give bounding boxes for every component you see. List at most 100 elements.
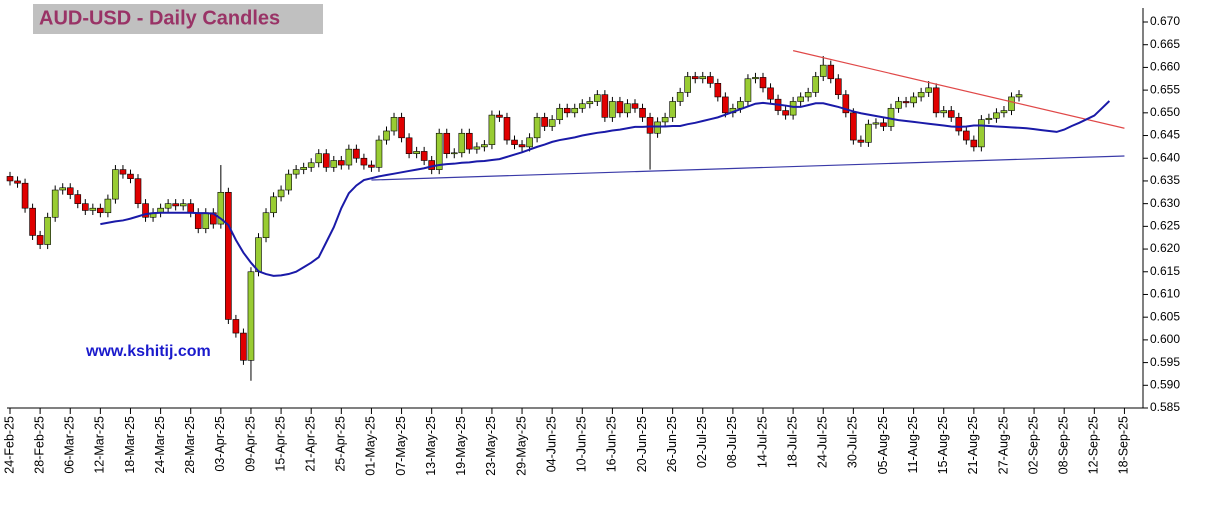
x-tick-label: 21-Apr-25 bbox=[303, 416, 317, 472]
candle-body bbox=[842, 94, 850, 114]
x-tick-label: 07-May-25 bbox=[394, 416, 408, 476]
x-tick-label: 30-Jul-25 bbox=[846, 416, 860, 468]
candle-body bbox=[993, 112, 1000, 119]
x-tick-label: 13-May-25 bbox=[424, 416, 438, 476]
candle-body bbox=[300, 167, 307, 170]
candle-body bbox=[744, 78, 752, 102]
candle-body bbox=[14, 180, 21, 184]
candle-body bbox=[654, 121, 661, 134]
candle-body bbox=[789, 101, 797, 116]
x-tick-label: 29-May-25 bbox=[514, 416, 528, 476]
y-tick-label: 0.660 bbox=[1150, 60, 1180, 74]
candle-body bbox=[985, 117, 993, 120]
candle-body bbox=[782, 110, 789, 116]
candle-body bbox=[97, 207, 104, 214]
x-tick-label: 02-Jul-25 bbox=[695, 416, 709, 468]
candle-body bbox=[104, 198, 112, 214]
x-tick-label: 08-Jul-25 bbox=[725, 416, 739, 468]
x-tick-label: 16-Jun-25 bbox=[605, 416, 619, 472]
candle-body bbox=[36, 235, 44, 245]
x-tick-label: 18-Jul-25 bbox=[785, 416, 799, 468]
candle-body bbox=[631, 103, 639, 109]
candle-body bbox=[247, 271, 255, 361]
x-tick-label: 12-Sep-25 bbox=[1087, 416, 1101, 474]
candle-body bbox=[1008, 96, 1015, 111]
candle-body bbox=[405, 137, 413, 154]
y-tick-label: 0.600 bbox=[1150, 332, 1180, 346]
x-tick-label: 23-May-25 bbox=[484, 416, 498, 476]
candle-body bbox=[676, 92, 684, 102]
x-tick-label: 24-Jul-25 bbox=[816, 416, 830, 468]
candle-body bbox=[827, 64, 835, 80]
candle-body bbox=[262, 212, 270, 239]
y-tick-label: 0.645 bbox=[1150, 128, 1180, 142]
y-tick-label: 0.670 bbox=[1150, 14, 1180, 28]
candle-body bbox=[910, 96, 917, 104]
title-box bbox=[33, 4, 323, 34]
candle-body bbox=[586, 101, 594, 105]
candle-body bbox=[74, 194, 82, 204]
candle-body bbox=[119, 169, 127, 175]
candle-body bbox=[526, 137, 533, 148]
candle-body bbox=[307, 162, 315, 168]
candle-body bbox=[172, 203, 179, 207]
x-tick-label: 04-Jun-25 bbox=[544, 416, 558, 472]
trendline bbox=[792, 50, 1125, 129]
candle-body bbox=[541, 117, 548, 127]
candle-body bbox=[134, 178, 142, 204]
candle-body bbox=[270, 196, 277, 214]
x-tick-label: 28-Feb-25 bbox=[32, 416, 46, 474]
candle-body bbox=[338, 160, 345, 166]
candle-body bbox=[44, 216, 51, 245]
trendline bbox=[371, 155, 1125, 181]
candle-body bbox=[496, 114, 503, 118]
x-tick-label: 02-Sep-25 bbox=[1026, 416, 1040, 474]
candle-body bbox=[29, 207, 36, 236]
candle-body bbox=[880, 122, 887, 127]
candle-body bbox=[466, 132, 473, 150]
x-tick-label: 11-Aug-25 bbox=[906, 416, 920, 473]
x-tick-label: 15-Aug-25 bbox=[936, 416, 950, 474]
candle-body bbox=[488, 114, 496, 145]
x-tick-label: 24-Feb-25 bbox=[2, 416, 16, 474]
candle-body bbox=[963, 130, 970, 141]
x-tick-label: 19-May-25 bbox=[454, 416, 468, 476]
candle-body bbox=[691, 76, 699, 80]
candle-body bbox=[413, 151, 420, 154]
candle-body bbox=[315, 153, 323, 164]
x-tick-label: 12-Mar-25 bbox=[93, 416, 107, 474]
candle-body bbox=[646, 117, 654, 134]
y-tick-label: 0.635 bbox=[1150, 173, 1180, 187]
y-tick-label: 0.625 bbox=[1150, 219, 1180, 233]
candle-body bbox=[142, 203, 149, 218]
candle-body bbox=[89, 207, 97, 211]
x-tick-label: 14-Jul-25 bbox=[755, 416, 769, 468]
candle-body bbox=[684, 76, 692, 93]
candle-body bbox=[277, 189, 285, 198]
candle-body bbox=[458, 132, 466, 154]
candle-body bbox=[872, 122, 880, 125]
candle-body bbox=[390, 117, 398, 132]
candle-body bbox=[127, 173, 134, 179]
candle-body bbox=[917, 92, 925, 98]
x-tick-label: 03-Apr-25 bbox=[213, 416, 227, 472]
candle-body bbox=[511, 139, 518, 145]
x-tick-label: 08-Sep-25 bbox=[1056, 416, 1070, 474]
candle-body bbox=[21, 182, 29, 209]
x-tick-label: 25-Apr-25 bbox=[334, 416, 348, 472]
candle-body bbox=[902, 101, 910, 104]
candle-body bbox=[6, 176, 14, 182]
candle-body bbox=[767, 87, 774, 100]
candle-body bbox=[194, 212, 202, 229]
candle-body bbox=[955, 117, 963, 132]
candle-body bbox=[187, 203, 195, 214]
candle-body bbox=[59, 187, 67, 191]
x-tick-label: 26-Jun-25 bbox=[665, 416, 679, 472]
candle-body bbox=[503, 117, 511, 141]
candle-body bbox=[563, 107, 571, 114]
x-tick-label: 10-Jun-25 bbox=[575, 416, 589, 472]
candle-body bbox=[639, 107, 646, 118]
candle-body bbox=[940, 110, 948, 114]
x-tick-label: 18-Mar-25 bbox=[123, 416, 137, 474]
